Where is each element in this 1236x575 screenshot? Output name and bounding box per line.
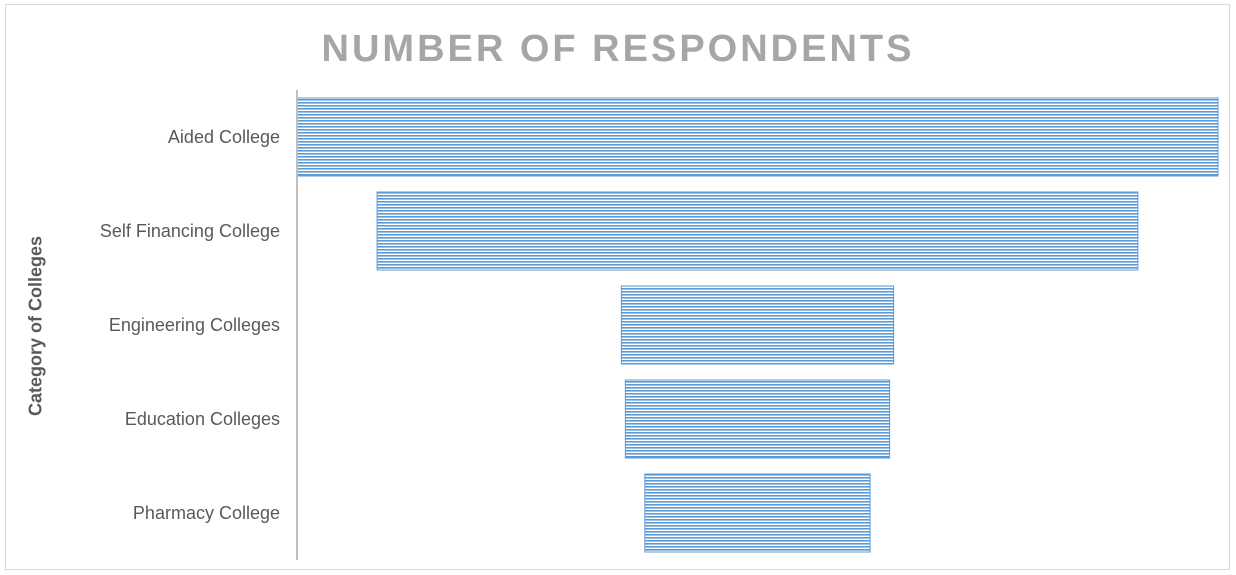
category-labels: Aided College Self Financing College Engin… [100, 127, 280, 523]
bar-pharmacy-college [644, 473, 871, 553]
bars-layer [296, 97, 1219, 553]
category-label-self-financing-college: Self Financing College [100, 221, 280, 241]
bar-engineering-colleges [620, 285, 895, 365]
category-label-engineering-colleges: Engineering Colleges [109, 315, 280, 335]
bar-self-financing-college [376, 191, 1139, 271]
category-label-education-colleges: Education Colleges [125, 409, 280, 429]
category-label-pharmacy-college: Pharmacy College [133, 503, 280, 523]
bar-aided-college [296, 97, 1219, 177]
category-label-aided-college: Aided College [168, 127, 280, 147]
bar-education-colleges [624, 379, 891, 459]
chart-title: NUMBER OF RESPONDENTS [321, 28, 915, 70]
